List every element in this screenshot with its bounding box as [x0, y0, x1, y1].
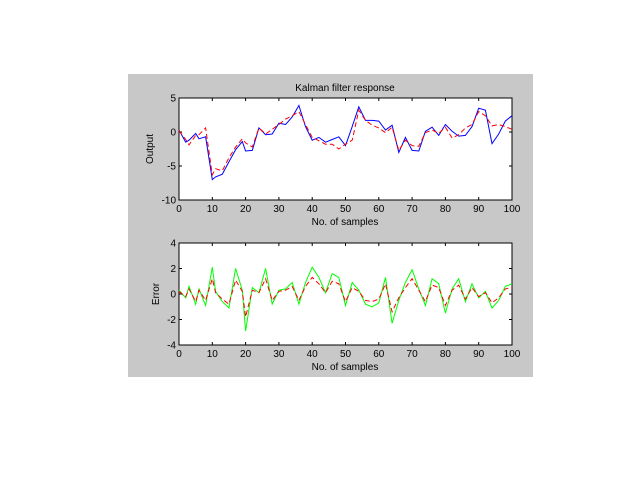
error-xtick-label: 90: [473, 349, 485, 360]
output-xtick-label: 30: [273, 204, 285, 215]
error-axes-background: [178, 242, 513, 346]
error-ytick-label: 2: [170, 264, 176, 275]
error-series-1-line: [178, 266, 513, 332]
error-series-2-line: [178, 276, 513, 318]
output-ylabel: Output: [145, 134, 156, 164]
output-axes: 0 10 20 30 40 50 60 70 80 90 100 -10 -5 0 5 Kalman fil…: [145, 83, 521, 228]
output-ytick-label: -5: [167, 162, 176, 173]
output-xtick-label: 100: [504, 204, 521, 215]
output-xlabel: No. of samples: [312, 217, 379, 228]
error-xtick-label: 60: [373, 349, 385, 360]
output-xtick-label: 70: [407, 204, 419, 215]
error-xtick-label: 20: [240, 349, 252, 360]
error-axes: 0 10 20 30 40 50 60 70 80 90 100 -4 -2 0 2 4 No. of sam…: [151, 239, 521, 374]
error-ytick-label: 4: [170, 239, 176, 250]
error-xtick-label: 30: [273, 349, 285, 360]
error-xtick-label: 50: [340, 349, 352, 360]
output-xtick-label: 60: [373, 204, 385, 215]
output-series-1-line: [178, 104, 513, 181]
output-xtick-label: 10: [207, 204, 219, 215]
error-ylabel: Error: [151, 282, 162, 305]
error-xtick-label: 0: [176, 349, 182, 360]
error-xtick-label: 10: [207, 349, 219, 360]
output-ytick-label: -10: [162, 196, 177, 207]
output-xtick-label: 50: [340, 204, 352, 215]
output-xtick-label: 20: [240, 204, 252, 215]
error-ytick-label: -4: [167, 341, 176, 352]
output-xtick-label: 40: [307, 204, 319, 215]
error-xtick-label: 100: [504, 349, 521, 360]
error-ytick-label: -2: [167, 315, 176, 326]
error-xtick-label: 80: [440, 349, 452, 360]
output-ytick-label: 5: [170, 94, 176, 105]
error-xtick-label: 70: [407, 349, 419, 360]
output-xtick-label: 0: [176, 204, 182, 215]
output-axes-background: [178, 97, 513, 201]
error-ytick-label: 0: [170, 290, 176, 301]
output-xtick-label: 80: [440, 204, 452, 215]
output-series-2-line: [178, 108, 513, 177]
error-xlabel: No. of samples: [312, 362, 379, 373]
output-ytick-label: 0: [170, 128, 176, 139]
error-xtick-label: 40: [307, 349, 319, 360]
output-xtick-label: 90: [473, 204, 485, 215]
output-title: Kalman filter response: [295, 83, 395, 94]
